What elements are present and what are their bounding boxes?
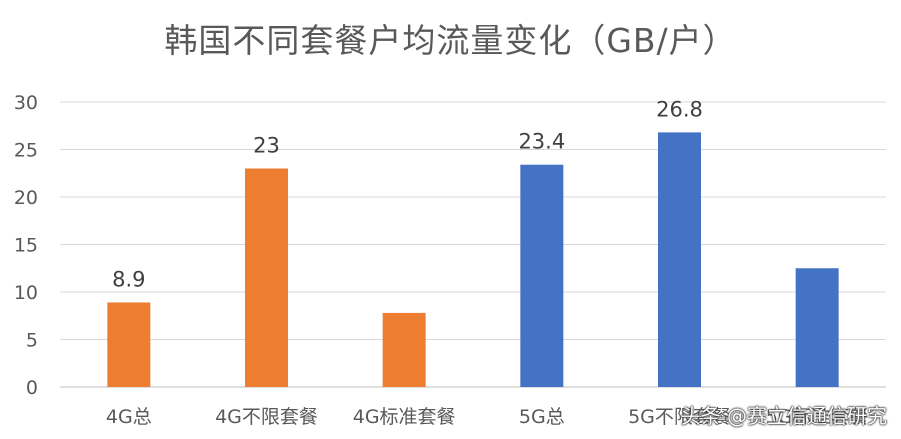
data-label: 8.9 bbox=[112, 267, 145, 291]
bar bbox=[795, 268, 839, 387]
x-tick-label: 4G标准套餐 bbox=[353, 406, 456, 428]
bar bbox=[382, 312, 426, 387]
bar bbox=[107, 302, 151, 387]
x-tick-label: 5G不限套餐 bbox=[628, 406, 731, 428]
data-label: 26.8 bbox=[656, 97, 703, 121]
y-axis-ticks: 0 5 10 15 20 25 30 bbox=[14, 92, 38, 399]
bar bbox=[658, 132, 701, 387]
x-tick-label: 4G不限套餐 bbox=[215, 406, 318, 428]
y-tick-label: 15 bbox=[14, 235, 38, 257]
data-label: 23.4 bbox=[518, 130, 565, 154]
bar bbox=[245, 168, 288, 387]
x-tick-label: 5G总 bbox=[519, 406, 565, 428]
y-tick-label: 30 bbox=[14, 92, 38, 114]
watermark: 头条 @赛立信通信研究 bbox=[680, 404, 887, 428]
bar bbox=[520, 164, 564, 387]
y-tick-label: 20 bbox=[14, 187, 38, 209]
data-label: 23 bbox=[253, 134, 280, 158]
y-tick-label: 0 bbox=[26, 377, 38, 399]
data-labels: 8.9 23 23.4 26.8 bbox=[112, 97, 703, 291]
x-tick-label: 5G标准套餐 bbox=[766, 406, 869, 428]
gridlines bbox=[60, 101, 886, 388]
x-tick-label: 4G总 bbox=[106, 406, 152, 428]
x-axis-labels: 4G总 4G不限套餐 4G标准套餐 5G总 5G不限套餐 5G标准套餐 bbox=[106, 406, 869, 428]
y-tick-label: 10 bbox=[14, 282, 38, 304]
y-tick-label: 5 bbox=[26, 330, 38, 352]
bars bbox=[107, 132, 839, 387]
y-tick-label: 25 bbox=[14, 140, 38, 162]
chart-title: 韩国不同套餐户均流量变化（GB/户） bbox=[164, 21, 737, 60]
